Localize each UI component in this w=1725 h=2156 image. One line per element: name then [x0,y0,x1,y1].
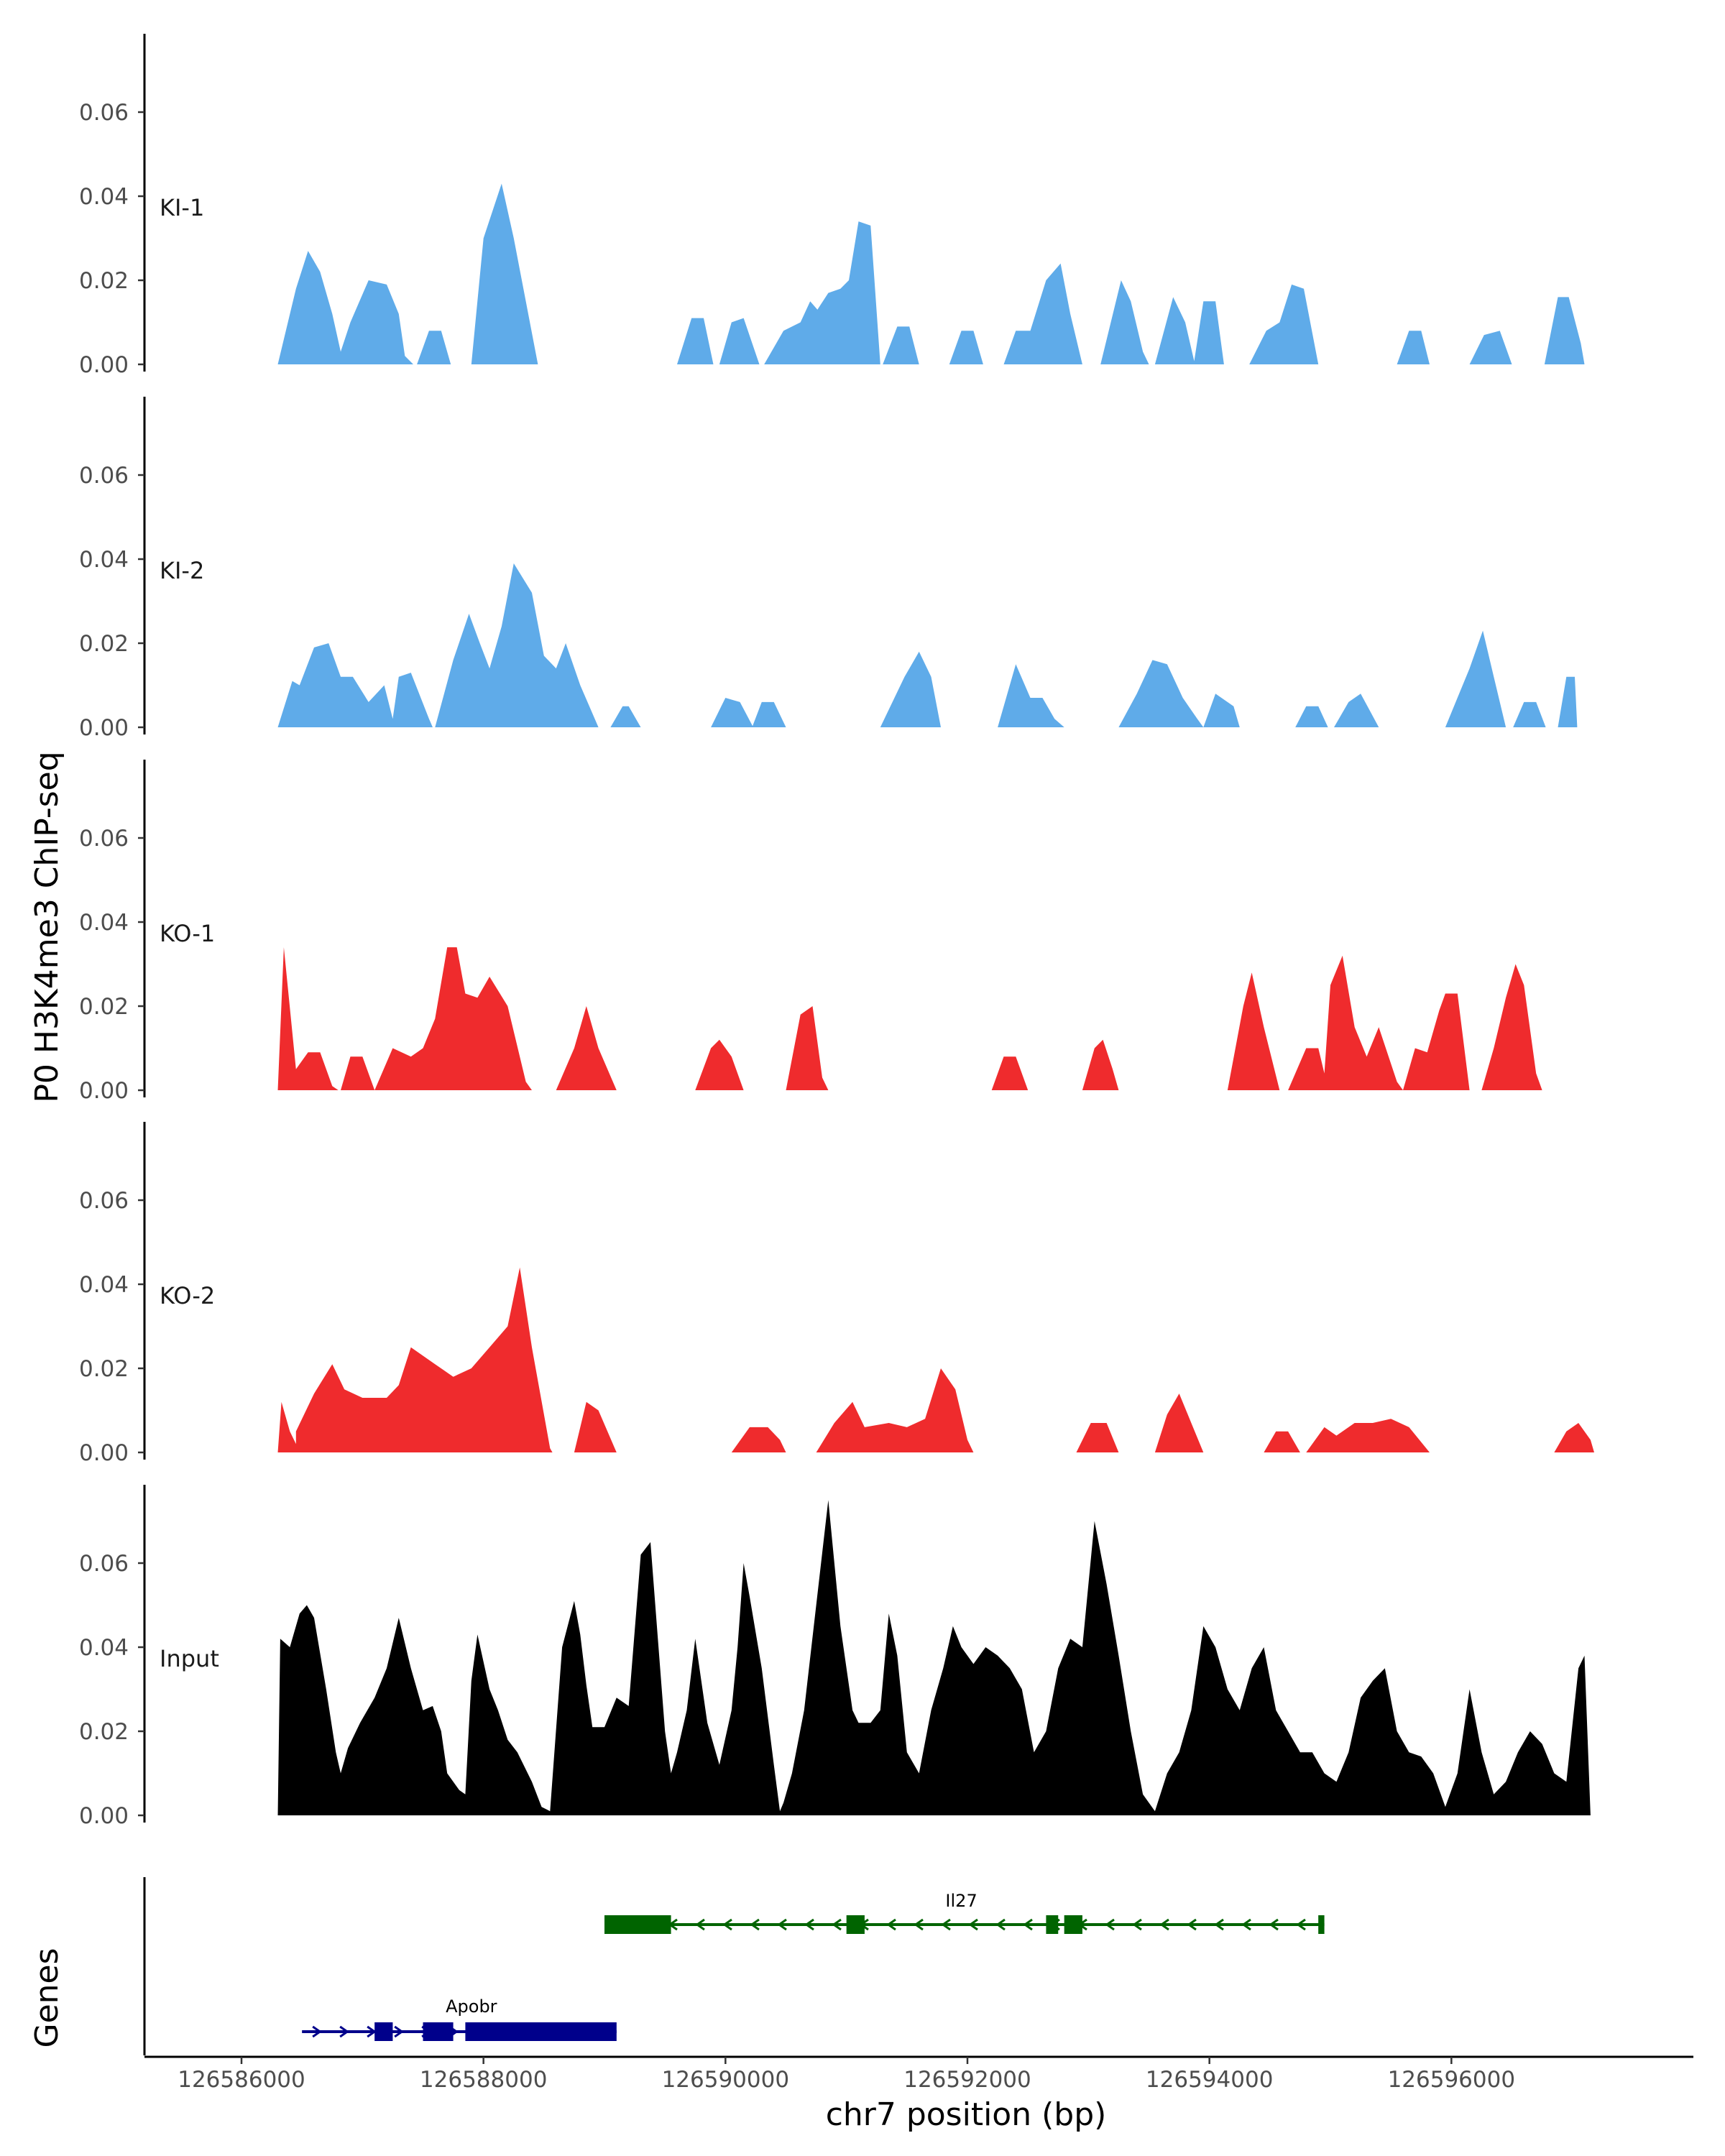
gene-exon [465,2022,617,2041]
strand-arrow [1132,1918,1142,1931]
x-tick-label: 126586000 [178,2067,305,2093]
y-tick-label: 0.06 [79,463,129,489]
x-tick-label: 126594000 [1146,2067,1274,2093]
signal-area-ko-2 [277,1267,1594,1452]
y-tick-label: 0.04 [79,184,129,210]
y-tick-label: 0.06 [79,100,129,126]
signal-area-input [277,1500,1591,1815]
strand-arrow [1105,1918,1115,1931]
track-panels: 0.00 0.02 0.04 0.06 KI-1 0.00 0.02 0.04 0.06 KI-2… [79,34,1594,1829]
strand-arrow [1159,1918,1169,1931]
signal-area-ki-1 [277,183,1585,364]
gene-panel: Il27 Apobr [143,1877,1325,2055]
strand-arrow [722,1918,732,1931]
y-tick-label: 0.02 [79,1719,129,1745]
strand-arrow [914,1918,924,1931]
gene-exon [846,1915,865,1934]
gene-exon [1046,1915,1059,1934]
strand-arrow [995,1918,1006,1931]
gene-apobr: Apobr [302,1996,617,2041]
y-tick-label: 0.02 [79,1356,129,1382]
track-label-ko-2: KO-2 [160,1282,215,1309]
gene-exon [374,2022,393,2041]
strand-arrow [312,2025,322,2038]
strand-arrow [777,1918,787,1931]
genes-axis-title: Genes [29,1948,65,2047]
signal-area-ko-1 [277,947,1542,1090]
track-label-input: Input [160,1645,219,1672]
strand-arrow [832,1918,842,1931]
strand-arrow [394,2025,404,2038]
y-tick-label: 0.06 [79,826,129,852]
y-tick-label: 0.06 [79,1551,129,1577]
gene-exon [1064,1915,1082,1934]
gene-il27: Il27 [604,1891,1325,1934]
track-ki-1: 0.00 0.02 0.04 0.06 KI-1 [79,34,1585,378]
gene-exon [604,1915,671,1934]
x-tick-label: 126590000 [662,2067,790,2093]
y-tick-label: 0.02 [79,631,129,657]
strand-arrow [968,1918,978,1931]
y-tick-label: 0.02 [79,994,129,1020]
track-label-ko-1: KO-1 [160,920,215,947]
gene-label-il27: Il27 [945,1891,977,1911]
strand-arrow [1023,1918,1033,1931]
strand-arrow [804,1918,814,1931]
x-tick-label: 126588000 [420,2067,548,2093]
strand-arrow [1241,1918,1251,1931]
x-tick-label: 126592000 [903,2067,1031,2093]
y-tick-label: 0.04 [79,910,129,936]
y-tick-label: 0.04 [79,1635,129,1661]
strand-arrow [1187,1918,1197,1931]
track-ki-2: 0.00 0.02 0.04 0.06 KI-2 [79,397,1578,741]
y-tick-label: 0.02 [79,268,129,294]
track-input: 0.00 0.02 0.04 0.06 Input [79,1485,1591,1829]
track-label-ki-1: KI-1 [160,194,204,221]
y-tick-label: 0.00 [79,715,129,741]
strand-arrow [695,1918,705,1931]
y-axis-title: P0 H3K4me3 ChIP-seq [29,751,65,1102]
x-tick-label: 126596000 [1388,2067,1516,2093]
y-tick-label: 0.00 [79,1078,129,1104]
track-label-ki-2: KI-2 [160,557,204,584]
strand-arrow [1296,1918,1306,1931]
y-tick-label: 0.00 [79,1440,129,1466]
gene-exon [423,2022,454,2041]
signal-area-ki-2 [277,563,1578,727]
strand-arrow [1269,1918,1279,1931]
y-tick-label: 0.00 [79,1803,129,1829]
strand-arrow [941,1918,951,1931]
strand-arrow [339,2025,349,2038]
strand-arrow [886,1918,896,1931]
track-ko-2: 0.00 0.02 0.04 0.06 KO-2 [79,1122,1594,1466]
y-tick-label: 0.06 [79,1188,129,1214]
strand-arrow [1214,1918,1224,1931]
y-tick-label: 0.04 [79,547,129,573]
track-ko-1: 0.00 0.02 0.04 0.06 KO-1 [79,760,1542,1104]
x-axis-title: chr7 position (bp) [826,2096,1107,2133]
gene-label-apobr: Apobr [446,1996,497,2017]
gene-exon [1318,1915,1325,1934]
strand-arrow [750,1918,760,1931]
y-tick-label: 0.00 [79,352,129,378]
y-tick-label: 0.04 [79,1272,129,1298]
x-axis: 126586000 126588000 126590000 126592000 1265… [144,2055,1693,2093]
